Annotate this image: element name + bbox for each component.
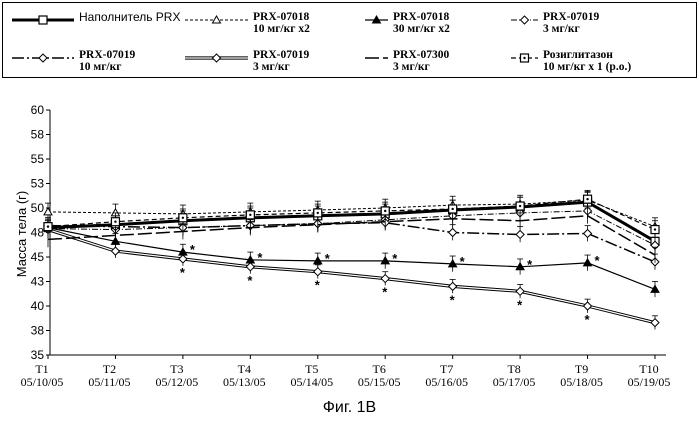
figure-caption: Фиг. 1В [0,399,699,417]
legend-entry-3: PRX-0701830 мг/кг x2 [393,11,450,35]
legend-label-line1: PRX-07300 [393,49,449,61]
legend-entry-2: PRX-0701810 мг/кг x2 [253,11,310,35]
data-point [584,302,592,310]
data-point [111,247,119,255]
legend-label-line2: 3 мг/кг [543,23,599,35]
data-point [314,268,322,276]
data-point [449,229,457,237]
significance-star: * [180,265,186,280]
series-4 [44,203,659,253]
series-line [48,216,655,255]
y-tick-label: 43 [31,275,45,289]
x-tick-date: 05/12/05 [156,375,199,389]
x-tick-date: 05/19/05 [628,375,671,389]
legend-label-line2: 10 мг/кг [79,61,135,73]
significance-star: * [527,257,533,272]
legend-label-line1: PRX-07019 [543,11,599,23]
y-tick-label: 50 [31,201,45,215]
x-tick-label: T5 [305,362,318,376]
x-tick-date: 05/14/05 [290,375,333,389]
legend-label-line1: Наполнитель PRX [79,11,180,23]
legend-entry-8: Розиглитазон10 мг/кг x 1 (p.o.) [543,49,631,73]
legend-label-line2: 3 мг/кг [253,61,309,73]
x-tick-date: 05/15/05 [358,375,401,389]
y-tick-label: 38 [31,324,45,338]
significance-star: * [315,278,321,293]
legend-label-line1: PRX-07019 [253,49,309,61]
y-tick-label: 58 [31,128,45,142]
data-point [381,275,389,283]
legend-label-line2: 10 мг/кг x 1 (p.o.) [543,61,631,73]
significance-star: * [595,253,601,268]
significance-star: * [257,250,263,265]
significance-star: * [190,242,196,257]
x-tick-label: T6 [373,362,386,376]
data-point [179,255,187,263]
data-point [516,230,524,238]
x-tick-date: 05/17/05 [493,375,536,389]
y-tick-label: 35 [31,348,45,362]
series-1 [44,192,659,251]
y-tick-label: 53 [31,177,45,191]
data-point [584,259,592,266]
y-tick-label: 55 [31,152,45,166]
x-tick-date: 05/18/05 [560,375,603,389]
legend-label-line2: 3 мг/кг [393,61,449,73]
significance-star: * [460,254,466,269]
legend-label-line1: PRX-07019 [79,49,135,61]
x-tick-label: T8 [507,362,520,376]
data-point [651,319,659,327]
series-line-outer [48,230,655,323]
x-tick-label: T3 [170,362,183,376]
y-tick-label: 48 [31,226,45,240]
legend-label-line1: PRX-07018 [393,11,450,23]
significance-star: * [517,297,523,312]
data-point [44,208,52,215]
legend-entry-7: PRX-073003 мг/кг [393,49,449,73]
series-3: * * * * * * * [44,220,659,297]
legend-entry-5: PRX-0701910 мг/кг [79,49,135,73]
series-layer: * * * * * * * * * * * * * * [44,190,659,329]
significance-star: * [325,251,331,266]
legend-entry-1: Наполнитель PRX [79,11,180,23]
significance-star: * [392,251,398,266]
legend-label-line2: 30 мг/кг x2 [393,23,450,35]
x-tick-label: T10 [639,362,658,376]
chart-legend: Наполнитель PRXPRX-0701810 мг/кг x2PRX-0… [2,2,697,78]
legend-entry-4: PRX-070193 мг/кг [543,11,599,35]
legend-label-line1: PRX-07018 [253,11,310,23]
y-axis-label: Масса тела (г) [14,191,29,277]
data-point [449,282,457,290]
x-tick-date: 05/16/05 [425,375,468,389]
x-tick-date: 05/13/05 [223,375,266,389]
x-tick-label: T9 [575,362,588,376]
tick-labels: 35 38 40 43 45 48 50 53 55 58 60 T105/10/05 T205/11/… [21,103,671,389]
legend-entry-6: PRX-070193 мг/кг [253,49,309,73]
y-tick-label: 60 [31,103,45,117]
x-tick-label: T4 [238,362,251,376]
x-tick-label: T2 [103,362,116,376]
x-tick-date: 05/11/05 [88,375,130,389]
series-6: * * * * * * * [44,223,659,330]
significance-star: * [382,285,388,300]
series-line [48,228,655,290]
legend-label-line2: 10 мг/кг x2 [253,23,310,35]
significance-star: * [585,312,591,327]
data-point [516,287,524,295]
data-point [246,263,254,271]
x-tick-label: T1 [35,362,48,376]
x-tick-label: T7 [440,362,453,376]
series-line [48,202,655,241]
x-tick-date: 05/10/05 [21,375,64,389]
legend-label-line1: Розиглитазон [543,49,631,61]
significance-star: * [247,273,253,288]
data-point [584,229,592,237]
y-tick-label: 40 [31,299,45,313]
y-tick-label: 45 [31,250,45,264]
significance-star: * [450,292,456,307]
